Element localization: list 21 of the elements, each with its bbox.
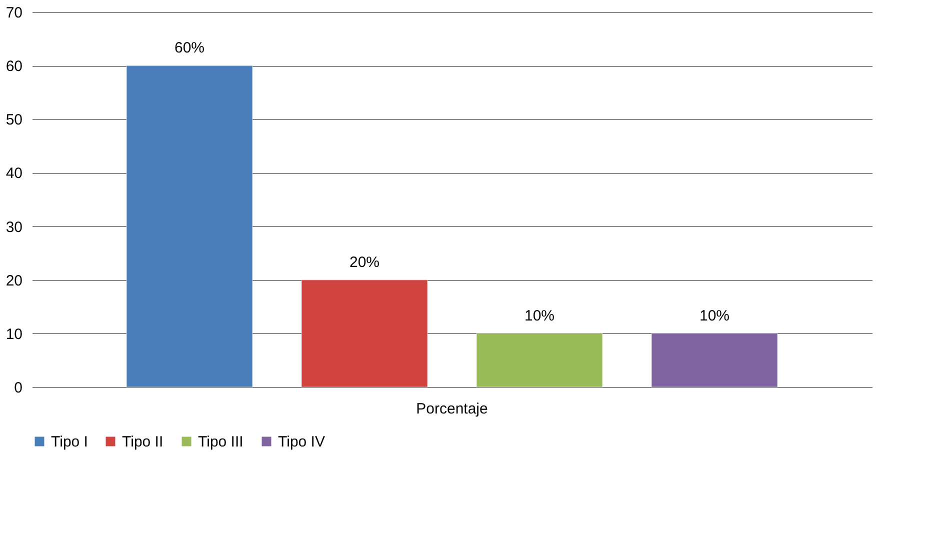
bar (301, 279, 428, 388)
y-tick-label: 50 (6, 112, 22, 129)
bar (126, 65, 253, 388)
legend-label: Tipo III (198, 434, 244, 451)
data-label: 60% (174, 40, 205, 57)
data-label: 10% (699, 307, 730, 324)
y-tick-label: 20 (6, 272, 22, 290)
y-tick-label: 0 (14, 380, 22, 396)
data-label: 10% (524, 307, 555, 324)
legend-label: Tipo II (122, 434, 164, 451)
x-tick-label: Porcentaje (416, 400, 488, 418)
bar (476, 332, 603, 388)
bar (651, 332, 778, 388)
legend-label: Tipo I (51, 434, 88, 451)
y-tick-label: 10 (6, 326, 22, 343)
data-label: 20% (349, 254, 380, 271)
legend-label: Tipo IV (278, 434, 325, 451)
y-tick-label: 60 (6, 58, 22, 76)
y-tick-label: 40 (6, 165, 22, 182)
y-tick-label: 30 (6, 218, 22, 236)
y-tick-label: 70 (6, 4, 22, 22)
